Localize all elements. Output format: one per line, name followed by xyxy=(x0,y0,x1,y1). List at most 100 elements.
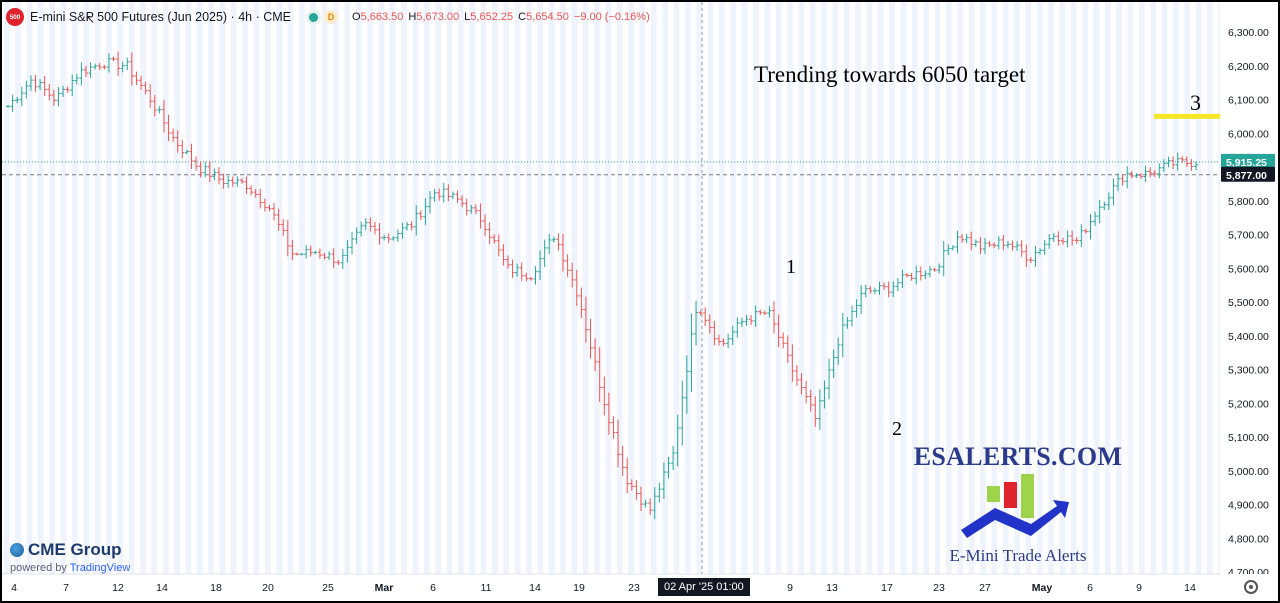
time-tick-label: 7 xyxy=(63,582,69,594)
session-band xyxy=(662,2,668,574)
session-band xyxy=(628,2,634,574)
session-band xyxy=(1173,2,1179,574)
session-band xyxy=(946,2,952,574)
time-tick-label: 19 xyxy=(573,582,585,594)
session-band xyxy=(151,2,158,574)
session-band xyxy=(685,2,691,574)
target-line xyxy=(1154,113,1270,119)
crosshair-price-label: 5,877.00 xyxy=(1226,170,1267,182)
session-band xyxy=(866,2,873,574)
session-band xyxy=(446,2,453,574)
delayed-data-badge[interactable]: D xyxy=(324,10,338,24)
wave-label-2: 2 xyxy=(892,418,902,440)
session-band xyxy=(514,2,521,574)
headline-annotation: Trending towards 6050 target xyxy=(754,62,1026,87)
session-band xyxy=(492,2,498,574)
session-band xyxy=(208,2,214,574)
session-band xyxy=(265,2,271,574)
session-band xyxy=(560,2,566,574)
time-axis-bg xyxy=(2,574,1278,601)
session-band xyxy=(253,2,260,574)
time-tick-label: 27 xyxy=(979,582,991,594)
session-band xyxy=(355,2,362,574)
powered-by-label: powered by xyxy=(10,562,67,574)
wave-label-3: 3 xyxy=(1190,90,1201,115)
platform-link[interactable]: TradingView xyxy=(69,562,131,574)
session-band xyxy=(49,2,55,574)
session-band xyxy=(1207,2,1213,574)
session-band xyxy=(639,2,646,574)
symbol-logo-icon: 500 xyxy=(6,8,24,26)
price-tick-label: 5,800.00 xyxy=(1228,196,1269,208)
session-band xyxy=(548,2,555,574)
cme-globe-icon xyxy=(10,543,24,557)
time-tick-label: Mar xyxy=(375,582,394,594)
price-axis: 4,700.004,800.004,900.005,000.005,100.00… xyxy=(1220,2,1278,601)
session-band xyxy=(673,2,680,574)
session-band xyxy=(934,2,941,574)
session-band xyxy=(435,2,441,574)
session-band xyxy=(424,2,430,574)
session-band xyxy=(72,2,78,574)
price-tick-label: 5,500.00 xyxy=(1228,297,1269,309)
session-band xyxy=(1025,2,1032,574)
time-tick-label: 4 xyxy=(11,582,17,594)
session-band xyxy=(878,2,884,574)
price-change: −9.00 (−0.16%) xyxy=(573,11,650,23)
session-band xyxy=(401,2,407,574)
brand-tagline: E-Mini Trade Alerts xyxy=(949,546,1087,565)
brand-name: ESALERTS.COM xyxy=(913,442,1123,471)
session-band xyxy=(594,2,600,574)
session-band xyxy=(787,2,793,574)
session-band xyxy=(389,2,396,574)
time-axis: 4 7 12 14 18 20 25 Mar 6 11 14 19 23 9 13 17 23 27 May 6 9 14 xyxy=(2,573,1278,601)
session-band xyxy=(571,2,578,574)
session-band xyxy=(968,2,975,574)
session-band xyxy=(753,2,759,574)
session-band xyxy=(117,2,124,574)
symbol-title[interactable]: E-mini S&P 500 Futures (Jun 2025) · 4h ·… xyxy=(30,10,291,24)
settings-gear-icon[interactable] xyxy=(1244,580,1258,594)
market-status-icon[interactable] xyxy=(309,12,318,22)
chart-header: 500 E-mini S&P 500 Futures (Jun 2025) · … xyxy=(6,8,650,26)
session-band xyxy=(980,2,986,574)
price-labels: 5,915.255,877.00 xyxy=(1221,153,1275,182)
time-tick-label: 23 xyxy=(933,582,945,594)
session-band xyxy=(582,2,589,574)
session-bands xyxy=(4,2,1224,574)
session-band xyxy=(1002,2,1009,574)
price-tick-label: 5,300.00 xyxy=(1228,365,1269,377)
session-band xyxy=(219,2,226,574)
session-band xyxy=(957,2,963,574)
session-band xyxy=(333,2,339,574)
price-tick-label: 6,100.00 xyxy=(1228,95,1269,107)
session-band xyxy=(719,2,725,574)
time-tick-label: 9 xyxy=(787,582,793,594)
crosshair-time-label: 02 Apr '25 01:00 xyxy=(658,578,750,596)
session-band xyxy=(1116,2,1122,574)
session-band xyxy=(1105,2,1111,574)
time-tick-label: 18 xyxy=(210,582,222,594)
exchange-watermark: CME Group powered by TradingView xyxy=(10,540,130,574)
time-tick-label: 14 xyxy=(156,582,168,594)
session-band xyxy=(900,2,907,574)
close-value: C5,654.50 xyxy=(518,11,569,23)
session-band xyxy=(1139,2,1145,574)
session-band xyxy=(4,2,10,574)
session-band xyxy=(367,2,373,574)
time-tick-label: 11 xyxy=(481,582,492,594)
session-band xyxy=(616,2,623,574)
session-band xyxy=(299,2,305,574)
session-band xyxy=(162,2,169,574)
session-band xyxy=(1036,2,1043,574)
session-band xyxy=(1184,2,1190,574)
session-band xyxy=(912,2,918,574)
brand-logo-icon xyxy=(961,474,1069,538)
session-band xyxy=(321,2,328,574)
session-band xyxy=(1161,2,1168,574)
session-band xyxy=(1127,2,1134,574)
price-tick-label: 5,400.00 xyxy=(1228,331,1269,343)
last-price-label: 5,915.25 xyxy=(1226,157,1267,169)
